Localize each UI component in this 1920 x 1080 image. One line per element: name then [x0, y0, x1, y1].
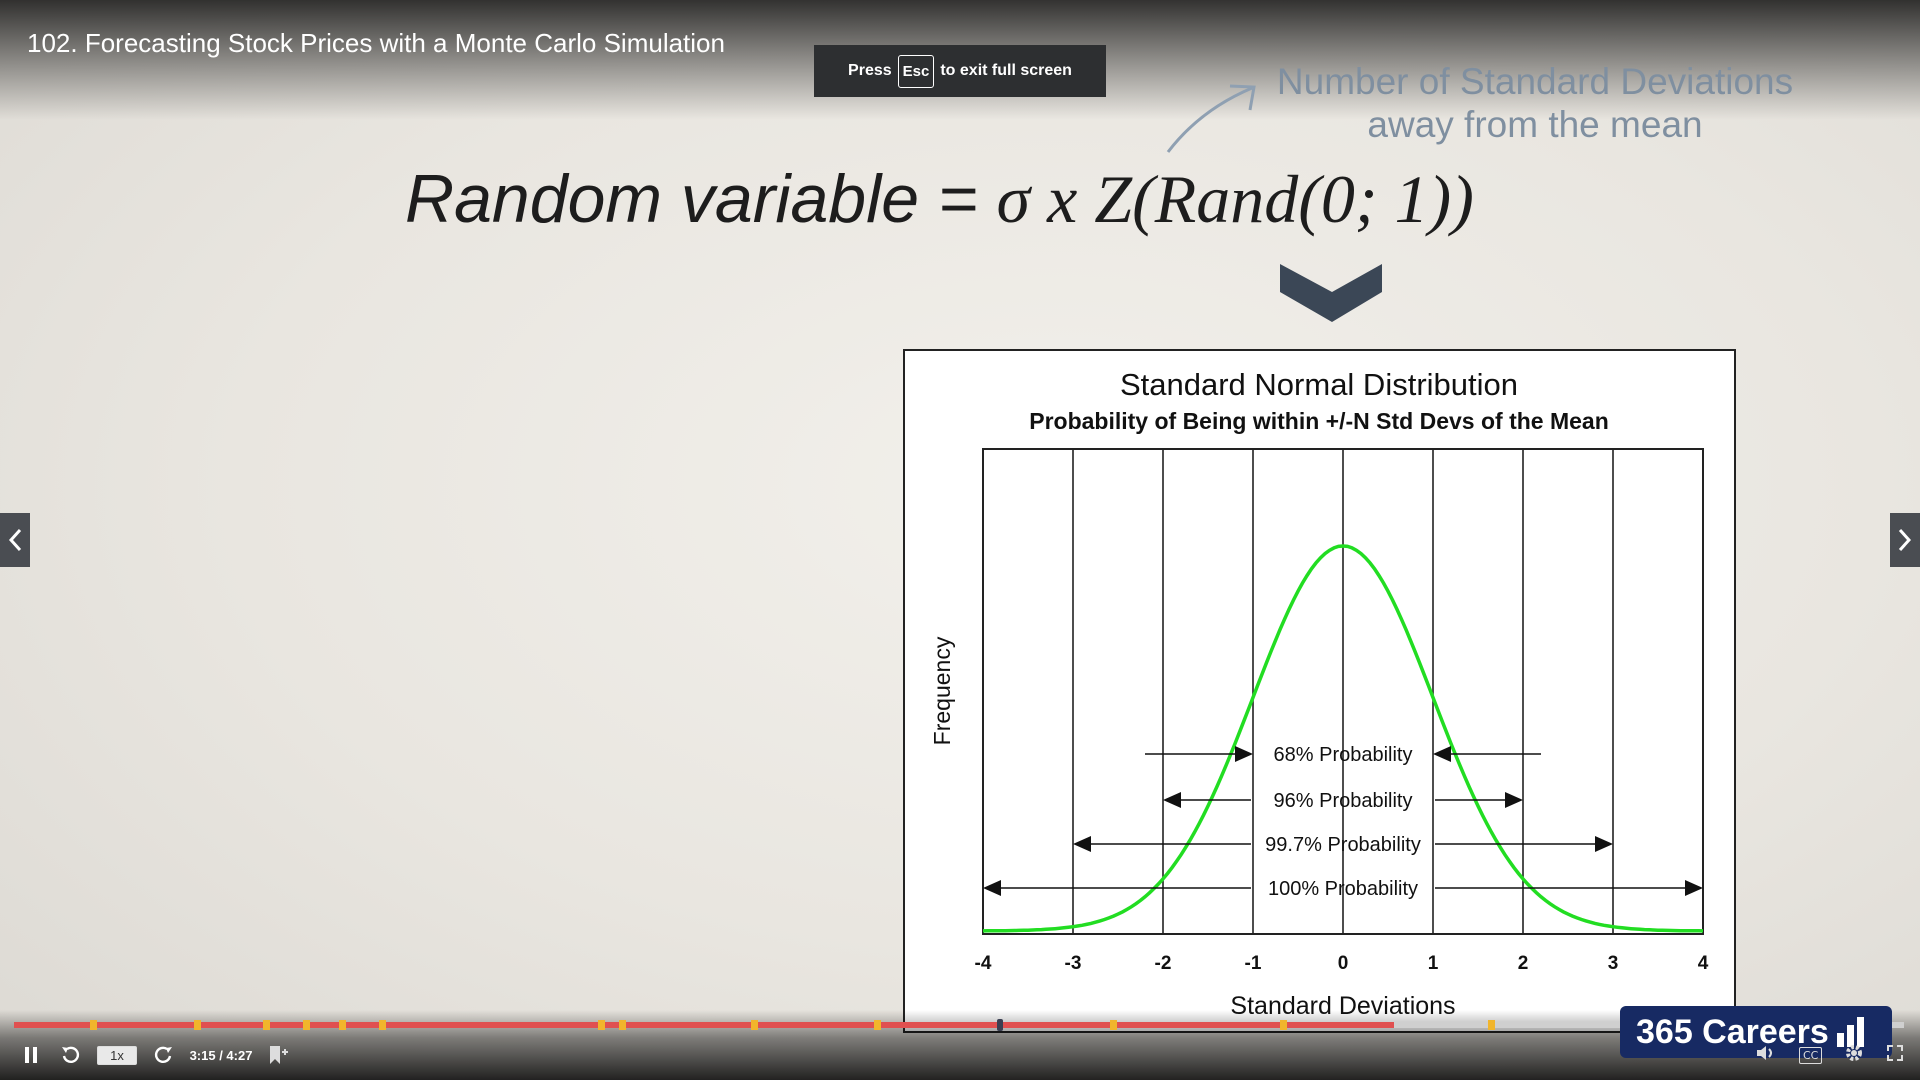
scrub-handle[interactable]: [996, 1019, 1003, 1031]
interval-label: 96% Probability: [1274, 790, 1413, 812]
progress-bar[interactable]: [14, 1019, 1904, 1031]
arrowhead: [1685, 880, 1703, 896]
previous-lecture-button[interactable]: [0, 513, 30, 567]
settings-button[interactable]: [1844, 1043, 1864, 1068]
rewind-button[interactable]: [58, 1040, 84, 1070]
rewind-icon: [62, 1046, 80, 1063]
brand-logo: 365 Careers: [1620, 1006, 1892, 1058]
x-tick-label: -1: [1245, 953, 1262, 974]
x-tick-label: -2: [1155, 953, 1172, 974]
add-bookmark-button[interactable]: [264, 1040, 292, 1070]
chapter-marker[interactable]: [751, 1020, 759, 1030]
arrowhead: [1505, 792, 1523, 808]
arrowhead: [1595, 836, 1613, 852]
arrowhead: [1235, 746, 1253, 762]
bookmark-add-icon: [270, 1046, 288, 1064]
x-tick-label: -4: [975, 953, 992, 974]
chapter-marker[interactable]: [1110, 1020, 1118, 1030]
chapter-marker[interactable]: [1280, 1020, 1288, 1030]
chapter-marker[interactable]: [193, 1020, 201, 1030]
chapter-marker[interactable]: [873, 1020, 881, 1030]
x-tick-label: 2: [1518, 953, 1529, 974]
playback-speed-button[interactable]: 1x: [92, 1040, 142, 1070]
volume-icon: [1757, 1045, 1772, 1060]
progress-fill: [14, 1022, 1394, 1028]
chevron-right-icon: [1898, 528, 1912, 552]
formula-rhs: σ x Z(Rand(0; 1)): [996, 161, 1474, 237]
brand-bars-icon: [1836, 1017, 1864, 1047]
time-display: 3:15 / 4:27: [184, 1040, 258, 1070]
chart-subtitle: Probability of Being within +/-N Std Dev…: [1029, 408, 1609, 434]
chapter-marker[interactable]: [263, 1020, 271, 1030]
interval-label: 100% Probability: [1268, 878, 1418, 900]
player-controls: 1x 3:15 / 4:27: [0, 1040, 1920, 1070]
curved-arrow-icon: [1166, 84, 1256, 153]
forward-button[interactable]: [150, 1040, 176, 1070]
play-pause-button[interactable]: [18, 1040, 44, 1070]
normal-distribution-chart: Standard Normal Distribution Probability…: [929, 367, 1709, 1020]
chapter-marker[interactable]: [618, 1020, 626, 1030]
chapter-marker[interactable]: [378, 1020, 386, 1030]
x-tick-label: 0: [1338, 953, 1349, 974]
chart-title: Standard Normal Distribution: [1120, 367, 1518, 402]
time-text: 3:15 / 4:27: [189, 1047, 253, 1063]
y-axis-label: Frequency: [929, 636, 955, 745]
chapter-marker[interactable]: [89, 1020, 97, 1030]
chevron-down-icon: [1280, 264, 1382, 322]
x-tick-label: 3: [1608, 953, 1619, 974]
esc-suffix-text: to exit full screen: [940, 62, 1072, 79]
captions-icon: CC: [1803, 1048, 1819, 1062]
x-tick-label: 1: [1428, 953, 1439, 974]
esc-press-text: Press: [848, 62, 892, 79]
x-tick-label: -3: [1065, 953, 1082, 974]
forward-icon: [154, 1046, 172, 1063]
chapter-marker[interactable]: [303, 1020, 311, 1030]
captions-button[interactable]: CC: [1799, 1046, 1823, 1064]
volume-button[interactable]: [1755, 1044, 1777, 1067]
fullscreen-icon: [1887, 1044, 1904, 1061]
gear-icon: [1846, 1044, 1863, 1061]
annotation-line-1: Number of Standard Deviations: [1276, 61, 1794, 102]
formula: Random variable = σ x Z(Rand(0; 1)): [405, 160, 1474, 239]
right-controls: CC: [1755, 1040, 1904, 1070]
interval-label: 68% Probability: [1274, 744, 1413, 766]
x-tick-label: 4: [1698, 953, 1709, 974]
speed-label: 1x: [97, 1045, 137, 1065]
interval-label: 99.7% Probability: [1265, 834, 1421, 856]
next-lecture-button[interactable]: [1890, 513, 1920, 567]
arrowhead: [983, 880, 1001, 896]
arrowhead: [1433, 746, 1451, 762]
video-title: 102. Forecasting Stock Prices with a Mon…: [27, 28, 725, 58]
chapter-marker[interactable]: [1488, 1020, 1496, 1030]
arrowhead: [1073, 836, 1091, 852]
arrowhead: [1163, 792, 1181, 808]
chart-frame: Standard Normal Distribution Probability…: [903, 349, 1736, 1033]
exit-fullscreen-banner: Press Esc to exit full screen: [814, 45, 1106, 97]
annotation-line-2: away from the mean: [1367, 104, 1703, 145]
chapter-marker[interactable]: [598, 1020, 605, 1030]
brand-text: 365 Careers: [1636, 1012, 1829, 1051]
chevron-left-icon: [8, 528, 22, 552]
formula-lhs: Random variable =: [405, 161, 997, 237]
bottom-overlay: [0, 1010, 1920, 1080]
esc-key: Esc: [897, 54, 935, 88]
pause-icon: [25, 1047, 37, 1063]
annotation-text: Number of Standard Deviations away from …: [1240, 60, 1830, 146]
chapter-marker[interactable]: [339, 1020, 347, 1030]
fullscreen-button[interactable]: [1886, 1044, 1904, 1067]
